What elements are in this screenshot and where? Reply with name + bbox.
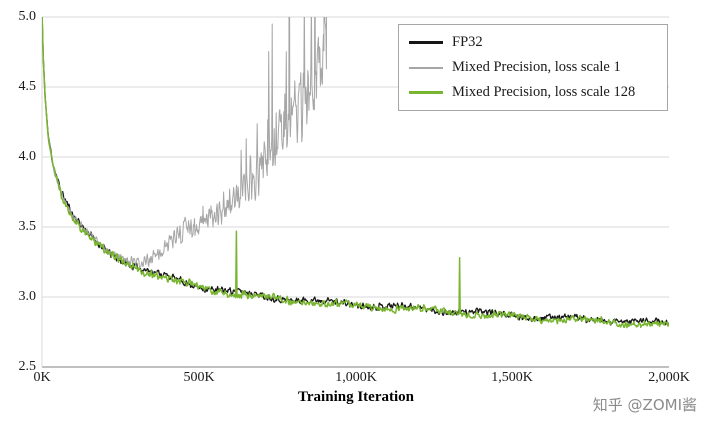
x-axis-tick-label: 500K [183,370,215,385]
x-axis-tick-label: 1,500K [491,370,533,385]
watermark-text: 知乎 @ZOMI酱 [592,396,697,414]
x-axis-title: Training Iteration [298,389,414,405]
legend-label-loss-scale-128: Mixed Precision, loss scale 128 [452,84,636,100]
legend-line-loss-scale-1-icon [409,66,443,69]
x-axis-tick-label: 2,000K [648,370,690,385]
legend-label-fp32: FP32 [452,34,483,50]
y-axis-tick-label: 3.5 [18,219,37,234]
legend-item-loss-scale-128: Mixed Precision, loss scale 128 [409,80,657,105]
x-axis-tick-label: 0K [33,370,51,385]
y-axis-tick-label: 4.0 [18,149,37,164]
legend-line-fp32-icon [409,41,443,44]
legend-item-fp32: FP32 [409,30,657,55]
chart-legend: FP32 Mixed Precision, loss scale 1 Mixed… [398,24,668,111]
legend-label-loss-scale-1: Mixed Precision, loss scale 1 [452,59,621,75]
legend-item-loss-scale-1: Mixed Precision, loss scale 1 [409,55,657,80]
y-axis-tick-label: 5.0 [18,9,37,24]
y-axis-tick-label: 2.5 [18,359,37,374]
y-axis-tick-label: 3.0 [18,289,37,304]
legend-line-loss-scale-128-icon [409,91,443,94]
x-axis-tick-label: 1,000K [335,370,377,385]
y-axis-tick-label: 4.5 [18,79,37,94]
